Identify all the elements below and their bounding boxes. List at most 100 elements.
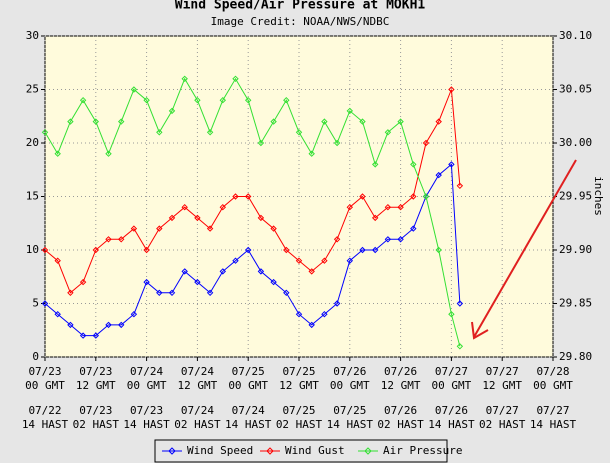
- data-point: [333, 139, 341, 147]
- data-point: [435, 171, 442, 179]
- y2-tick-label: 30.00: [559, 136, 592, 149]
- data-point: [456, 182, 464, 190]
- data-point: [397, 203, 404, 211]
- data-point: [283, 96, 290, 104]
- x-tick-label: 07/26: [333, 365, 366, 378]
- legend-marker: [266, 447, 274, 455]
- legend-label: Air Pressure: [383, 444, 462, 457]
- data-point: [359, 193, 366, 200]
- data-point: [181, 268, 188, 275]
- data-point: [359, 246, 366, 254]
- x-local-tick-label: 07/25: [333, 404, 366, 417]
- legend-marker: [168, 447, 176, 455]
- x-tick-label: 12 GMT: [76, 379, 116, 392]
- data-point: [219, 268, 227, 275]
- data-point: [257, 139, 265, 147]
- x-local-tick-label: 07/22: [28, 404, 61, 417]
- data-point: [181, 75, 188, 83]
- data-point: [346, 107, 354, 115]
- x-local-tick-label: 02 HAST: [73, 418, 120, 431]
- y-tick-label: 30: [26, 29, 39, 42]
- x-local-tick-label: 02 HAST: [174, 418, 221, 431]
- legend-marker: [364, 447, 372, 455]
- data-point: [295, 257, 303, 264]
- data-point: [333, 300, 341, 307]
- y2-tick-label: 29.85: [559, 297, 592, 310]
- data-point: [321, 257, 328, 264]
- data-point: [333, 236, 341, 243]
- y-tick-label: 20: [26, 136, 39, 149]
- y2-tick-label: 30.10: [559, 29, 592, 42]
- data-point: [321, 118, 328, 125]
- data-point: [117, 236, 125, 243]
- x-tick-label: 07/24: [181, 365, 214, 378]
- x-local-tick-label: 07/27: [536, 404, 569, 417]
- data-point: [410, 193, 417, 200]
- data-point: [206, 289, 214, 297]
- x-local-tick-label: 02 HAST: [276, 418, 323, 431]
- data-point: [456, 343, 464, 350]
- data-point: [448, 310, 455, 318]
- x-local-tick-label: 07/26: [435, 404, 468, 417]
- data-point: [219, 96, 227, 104]
- x-tick-label: 07/28: [536, 365, 569, 378]
- data-point: [308, 268, 315, 275]
- data-point: [92, 118, 100, 125]
- data-point: [384, 129, 392, 136]
- data-point: [206, 129, 214, 136]
- legend-label: Wind Gust: [285, 444, 345, 457]
- data-point: [371, 214, 379, 222]
- data-point: [156, 225, 163, 232]
- x-tick-label: 07/26: [384, 365, 417, 378]
- data-point: [232, 75, 239, 83]
- data-point: [105, 236, 112, 243]
- data-point: [130, 310, 138, 318]
- data-point: [397, 236, 404, 243]
- chart-subtitle: Image Credit: NOAA/NWS/NDBC: [211, 15, 390, 28]
- data-point: [244, 96, 252, 104]
- data-point: [92, 246, 100, 254]
- x-tick-label: 07/23: [79, 365, 112, 378]
- data-point: [41, 246, 49, 254]
- data-point: [168, 289, 176, 297]
- x-tick-label: 12 GMT: [381, 379, 421, 392]
- data-point: [422, 139, 430, 147]
- data-point: [168, 214, 176, 222]
- data-point: [257, 214, 265, 222]
- x-tick-label: 00 GMT: [25, 379, 65, 392]
- data-point: [105, 321, 112, 329]
- y-tick-label: 10: [26, 243, 39, 256]
- data-point: [156, 289, 163, 297]
- data-point: [67, 118, 74, 125]
- y2-tick-label: 29.95: [559, 190, 592, 203]
- y-tick-label: 25: [26, 83, 39, 96]
- x-local-tick-label: 14 HAST: [22, 418, 69, 431]
- y-tick-label: 5: [32, 297, 39, 310]
- x-tick-label: 00 GMT: [127, 379, 167, 392]
- x-tick-label: 07/27: [435, 365, 468, 378]
- data-point: [257, 268, 265, 275]
- data-point: [206, 225, 214, 232]
- y-tick-label: 15: [26, 190, 39, 203]
- data-point: [435, 246, 442, 254]
- data-point: [156, 129, 163, 136]
- x-local-tick-label: 14 HAST: [530, 418, 577, 431]
- data-point: [308, 150, 315, 157]
- data-point: [346, 257, 354, 264]
- x-tick-label: 07/25: [232, 365, 265, 378]
- x-tick-label: 12 GMT: [279, 379, 319, 392]
- data-point: [54, 150, 61, 157]
- data-point: [295, 129, 303, 136]
- x-local-tick-label: 07/25: [282, 404, 315, 417]
- annotation-arrowhead: [471, 321, 489, 340]
- x-tick-label: 07/23: [28, 365, 61, 378]
- chart-title: Wind Speed/Air Pressure at MOKH1: [175, 0, 426, 13]
- data-point: [283, 289, 290, 297]
- x-tick-label: 12 GMT: [178, 379, 218, 392]
- data-point: [410, 161, 417, 168]
- data-point: [117, 321, 125, 329]
- series-line: [44, 89, 461, 294]
- data-point: [117, 118, 125, 125]
- data-point: [194, 96, 201, 104]
